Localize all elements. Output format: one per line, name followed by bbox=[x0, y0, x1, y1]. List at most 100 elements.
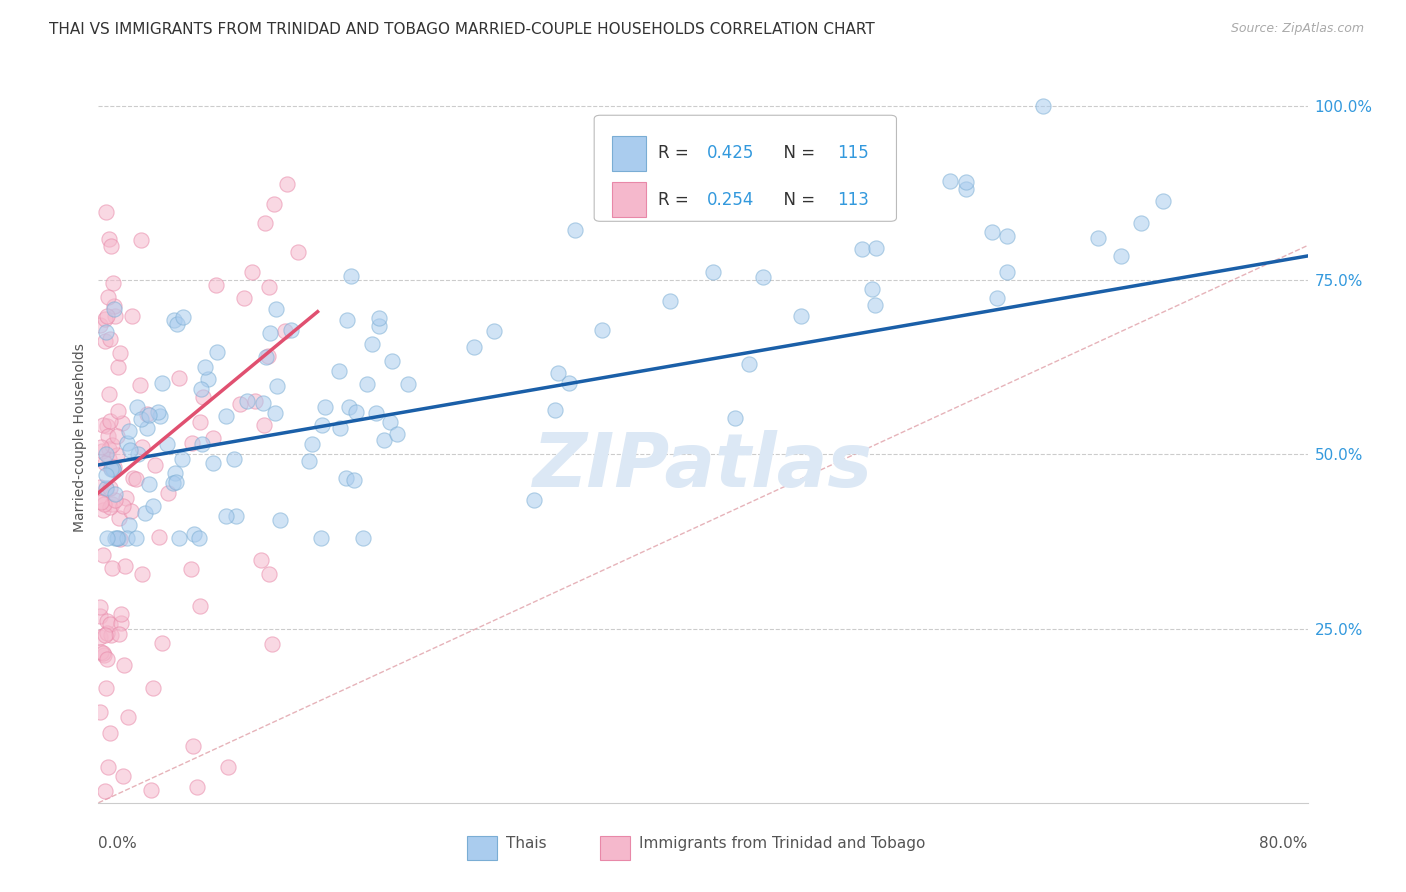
Point bbox=[89, 705, 111, 719]
Point bbox=[105, 429, 128, 443]
Point bbox=[89, 608, 111, 623]
Point bbox=[104, 486, 127, 500]
Point bbox=[91, 418, 114, 433]
Point bbox=[94, 457, 117, 471]
Point bbox=[150, 376, 173, 390]
Point bbox=[100, 461, 122, 475]
Point bbox=[97, 442, 120, 456]
Point bbox=[100, 628, 122, 642]
Point bbox=[152, 636, 174, 650]
Point bbox=[111, 416, 134, 430]
Point bbox=[90, 495, 112, 509]
Point bbox=[142, 499, 165, 513]
Point bbox=[93, 784, 115, 798]
Point bbox=[544, 402, 567, 417]
Text: Immigrants from Trinidad and Tobago: Immigrants from Trinidad and Tobago bbox=[638, 836, 925, 851]
Point bbox=[558, 376, 581, 390]
Text: 115: 115 bbox=[837, 145, 869, 162]
Point bbox=[98, 726, 121, 740]
Point bbox=[134, 506, 156, 520]
Point bbox=[94, 681, 117, 695]
Text: R =: R = bbox=[658, 191, 695, 209]
Point bbox=[125, 531, 148, 545]
Point bbox=[108, 346, 131, 360]
Point bbox=[98, 332, 121, 346]
Point bbox=[215, 509, 238, 524]
Point bbox=[865, 241, 887, 255]
Point bbox=[127, 401, 149, 415]
Text: Thais: Thais bbox=[506, 836, 547, 851]
Point bbox=[276, 177, 298, 191]
Point bbox=[314, 401, 336, 415]
Point bbox=[110, 615, 132, 630]
Point bbox=[183, 527, 205, 541]
Point bbox=[108, 627, 131, 641]
Y-axis label: Married-couple Households: Married-couple Households bbox=[73, 343, 87, 532]
Point bbox=[96, 482, 118, 496]
Point bbox=[114, 558, 136, 573]
Point bbox=[94, 447, 117, 461]
Point bbox=[127, 447, 149, 461]
Point bbox=[263, 406, 285, 420]
Point bbox=[90, 645, 112, 659]
Point bbox=[167, 371, 190, 385]
Point bbox=[191, 437, 214, 451]
Text: THAI VS IMMIGRANTS FROM TRINIDAD AND TOBAGO MARRIED-COUPLE HOUSEHOLDS CORRELATIO: THAI VS IMMIGRANTS FROM TRINIDAD AND TOB… bbox=[49, 22, 875, 37]
Point bbox=[752, 269, 775, 284]
Point bbox=[385, 427, 408, 442]
Point bbox=[738, 357, 761, 371]
Point bbox=[367, 319, 389, 334]
Text: 0.425: 0.425 bbox=[707, 145, 754, 162]
Point bbox=[94, 627, 117, 641]
Text: N =: N = bbox=[773, 191, 821, 209]
Point bbox=[148, 405, 170, 419]
Point bbox=[98, 386, 121, 401]
Point bbox=[97, 760, 120, 774]
Point bbox=[138, 408, 160, 422]
Point bbox=[104, 309, 127, 323]
Point bbox=[564, 223, 586, 237]
Point bbox=[190, 382, 212, 396]
Point bbox=[163, 466, 186, 480]
Point bbox=[180, 436, 202, 450]
Point bbox=[117, 710, 139, 724]
Point bbox=[1130, 216, 1153, 230]
Point bbox=[361, 336, 384, 351]
Point bbox=[94, 468, 117, 483]
Point bbox=[96, 615, 118, 629]
Point bbox=[97, 290, 120, 304]
Point bbox=[101, 276, 124, 290]
Point bbox=[180, 562, 202, 576]
Point bbox=[181, 739, 204, 753]
Point bbox=[381, 354, 404, 368]
Point bbox=[266, 301, 288, 316]
Point bbox=[115, 531, 138, 545]
Point bbox=[986, 292, 1008, 306]
Text: 0.254: 0.254 bbox=[707, 191, 754, 209]
Point bbox=[1109, 249, 1132, 263]
Point bbox=[202, 456, 225, 470]
Point bbox=[201, 431, 224, 445]
Point bbox=[269, 513, 291, 527]
Point bbox=[156, 486, 179, 500]
Point bbox=[337, 400, 360, 414]
Point bbox=[229, 397, 252, 411]
Point bbox=[104, 493, 127, 508]
Point bbox=[336, 312, 359, 326]
Point bbox=[111, 499, 134, 513]
Point bbox=[166, 317, 188, 331]
Point bbox=[117, 518, 139, 533]
Point bbox=[298, 453, 321, 467]
Point bbox=[232, 291, 254, 305]
Point bbox=[94, 205, 117, 219]
Text: ZIPatlas: ZIPatlas bbox=[533, 430, 873, 503]
Point bbox=[93, 497, 115, 511]
Point bbox=[995, 228, 1018, 243]
Point bbox=[97, 232, 120, 246]
Point bbox=[89, 494, 111, 508]
Point bbox=[96, 625, 118, 640]
Point bbox=[94, 334, 117, 348]
Point bbox=[120, 442, 142, 457]
Point bbox=[188, 531, 211, 545]
Point bbox=[94, 325, 117, 339]
